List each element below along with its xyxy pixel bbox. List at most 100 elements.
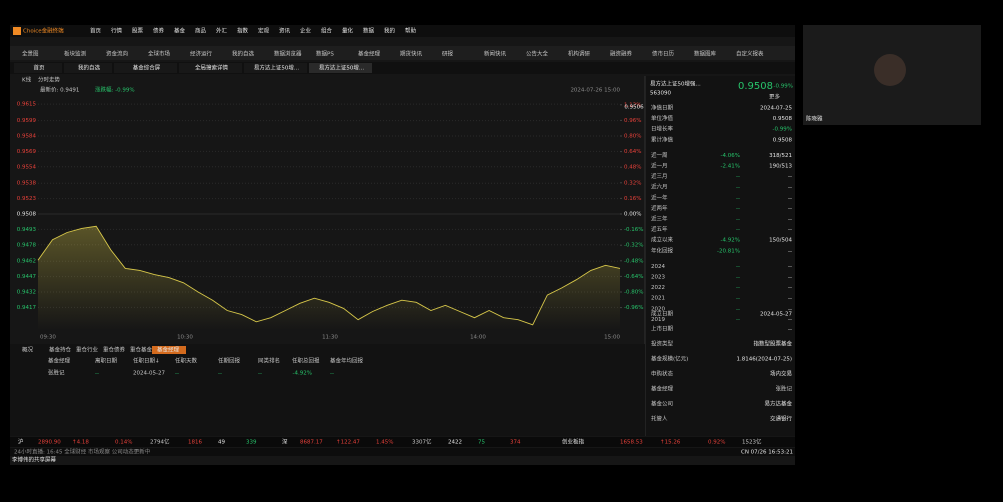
menu-item[interactable]: 数据 (363, 27, 375, 35)
toolbar-item[interactable]: 数据图库 (694, 50, 717, 58)
toolbar-item[interactable]: 经济运行 (190, 50, 213, 58)
toolbar-item[interactable]: 全景图 (22, 50, 39, 58)
lower-tab[interactable]: 重仓基金 (130, 346, 153, 354)
toolbar-item[interactable]: 板块监测 (64, 50, 87, 58)
tab[interactable] (309, 63, 372, 73)
status-item: 0.14% (115, 440, 132, 446)
table-cell: -4.92% (293, 371, 312, 377)
info-rank: -- (788, 185, 792, 191)
info-value: -- (736, 296, 740, 302)
more-button[interactable]: 更多 (769, 93, 781, 101)
menu-item[interactable]: 指数 (237, 27, 249, 35)
toolbar (10, 46, 795, 60)
lower-tab[interactable]: 重仓行业 (76, 346, 99, 354)
toolbar-item[interactable]: 期货快讯 (400, 50, 423, 58)
menu-item[interactable]: 商品 (195, 27, 207, 35)
y2-tick-label: -0.96% (624, 305, 643, 311)
toolbar-item[interactable]: 新闻快讯 (484, 50, 507, 58)
toolbar-item[interactable]: 融资融券 (610, 50, 633, 58)
y-tick-label: 0.9462 (17, 259, 36, 265)
info-label: 累计净值 (651, 135, 674, 143)
detail-value: 场内交易 (770, 370, 792, 378)
y2-tick-label: -0.64% (624, 274, 643, 280)
table-header: 同类排名 (258, 357, 280, 365)
tab-label[interactable]: 首页 (33, 64, 45, 72)
lower-tab[interactable]: 基金持仓 (49, 346, 72, 354)
menu-item[interactable]: 我的 (384, 27, 396, 35)
menu-item[interactable]: 企业 (300, 27, 312, 35)
toolbar-item[interactable]: 数据PS (316, 50, 334, 58)
info-value: -- (736, 285, 740, 291)
toolbar-item[interactable]: 全球市场 (148, 50, 171, 58)
info-label: 年化回报 (651, 246, 674, 254)
cursor-label: 0.9506 (624, 105, 644, 111)
menu-item[interactable]: 帮助 (405, 27, 417, 35)
x-tick-label: 10:30 (177, 335, 193, 341)
table-cell: 2024-05-27 (133, 371, 165, 377)
menu-item[interactable]: 外汇 (216, 27, 228, 35)
y-tick-label: 0.9417 (17, 305, 37, 311)
lower-tab[interactable]: 概况 (22, 346, 34, 354)
tab-label[interactable]: 易方达上证50增... (319, 64, 364, 72)
menu-item[interactable]: 债券 (153, 27, 165, 35)
toolbar-item[interactable]: 自定义报表 (736, 50, 764, 58)
info-label: 2024 (651, 264, 665, 270)
info-value: -- (736, 264, 740, 270)
subtab[interactable]: K线 (22, 76, 32, 84)
detail-label: 托管人 (651, 415, 668, 423)
menu-item[interactable]: 量化 (342, 27, 354, 35)
tab-label[interactable]: 基金综合屏 (133, 64, 161, 72)
table-cell: -- (95, 371, 99, 377)
info-value: -- (736, 174, 740, 180)
toolbar-item[interactable]: 数据浏览器 (274, 50, 302, 58)
info-label: 成立以来 (651, 236, 674, 244)
toolbar-item[interactable]: 资金流向 (106, 50, 128, 58)
y-tick-label: 0.9554 (17, 164, 37, 170)
detail-value: 张胜记 (775, 385, 792, 393)
toolbar-item[interactable]: 公告大全 (526, 50, 549, 58)
y-tick-label: 0.9478 (17, 242, 37, 248)
menu-item[interactable]: 首页 (90, 27, 102, 35)
toolbar-item[interactable]: 机构调研 (568, 50, 591, 58)
info-value: -20.81% (717, 248, 740, 254)
info-label: 近六月 (651, 183, 668, 191)
table-cell: 张胜记 (48, 369, 65, 377)
fund-price: 0.9508 (738, 81, 773, 92)
menu-item[interactable]: 资讯 (279, 27, 291, 35)
tab[interactable] (114, 63, 177, 73)
y2-tick-label: 0.16% (624, 196, 641, 202)
toolbar-item[interactable]: 基金经理 (358, 50, 381, 58)
menu-item[interactable]: 宏观 (258, 27, 270, 35)
detail-value: -- (788, 327, 792, 333)
table-cell: -- (218, 371, 222, 377)
tab[interactable] (64, 63, 112, 73)
lower-tab[interactable]: 重仓债券 (103, 346, 126, 354)
subtab[interactable]: 分时走势 (38, 76, 61, 84)
y2-tick-label: 1.12% (624, 102, 641, 108)
legend-price: 最新价: 0.9491 (40, 86, 79, 94)
x-tick-label: 14:00 (470, 335, 486, 341)
detail-value: 2024-05-27 (760, 312, 792, 318)
menu-item[interactable]: 行情 (111, 27, 123, 35)
tab[interactable] (14, 63, 62, 73)
menu-item[interactable]: 组合 (321, 27, 333, 35)
tab-label[interactable]: 全局搜索详情 (195, 64, 229, 72)
info-rank: -- (788, 296, 792, 302)
tab-label[interactable]: 易方达上证50增... (254, 64, 299, 72)
toolbar-item[interactable]: 我的自选 (232, 50, 255, 58)
toolbar-item[interactable]: 债市日历 (652, 50, 675, 58)
toolbar-item[interactable]: 研报 (442, 50, 454, 58)
y-tick-label: 0.9508 (17, 212, 37, 218)
tab[interactable] (179, 63, 242, 73)
menu-item[interactable]: 基金 (174, 27, 186, 35)
status-item: ↑122.47 (336, 439, 360, 446)
lower-tab[interactable]: 基金经理 (157, 346, 180, 354)
tab[interactable] (244, 63, 307, 73)
avatar (874, 54, 906, 86)
y2-tick-label: -0.32% (624, 243, 643, 249)
table-header: 基金经理 (48, 357, 71, 365)
menu-item[interactable]: 股票 (132, 28, 144, 35)
tab-label[interactable]: 我的自选 (78, 64, 101, 72)
logo-icon (13, 27, 21, 35)
